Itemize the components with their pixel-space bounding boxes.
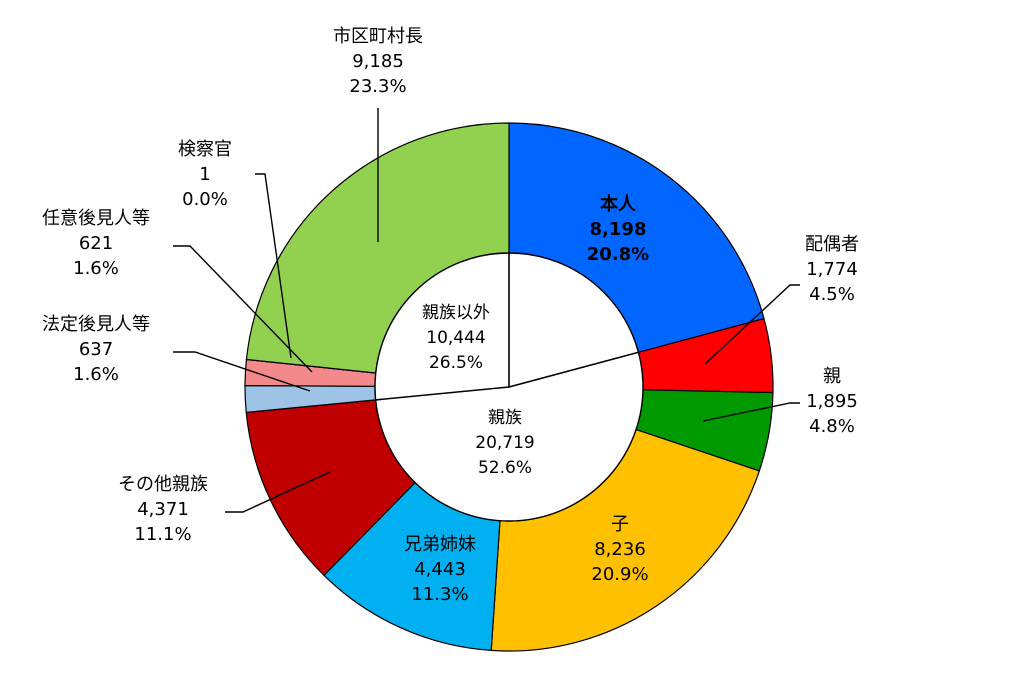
inner-divider-2 [508,351,639,388]
label-4-line-2: 8,236 [594,539,646,560]
label-1-line-3: 20.8% [587,244,649,265]
leader-9 [255,173,292,359]
inner-label-2: 親族 20,719 52.6% [475,408,534,478]
label-9: 検察官 1 0.0% [178,139,232,210]
label-3-line-2: 1,895 [806,391,858,412]
label-6-line-3: 11.1% [134,524,191,545]
inner-label-2-line-1: 親族 [488,408,522,428]
leader-lines [173,108,800,513]
leader-7 [173,351,311,392]
label-10-line-1: 市区町村長 [333,26,423,47]
label-9-line-3: 0.0% [182,189,228,210]
label-10: 市区町村長 9,185 23.3% [333,26,423,97]
label-9-line-2: 1 [199,164,210,185]
label-3-line-1: 親 [823,366,841,387]
label-5-line-2: 4,443 [414,559,466,580]
inner-label-1: 親族以外 10,444 26.5% [422,303,490,373]
label-4-line-3: 20.9% [591,564,648,585]
label-1-line-2: 8,198 [590,219,647,240]
label-4-line-1: 子 [611,514,629,535]
inner-circle [374,252,644,522]
leader-2 [704,284,800,365]
label-8: 任意後見人等 621 1.6% [42,208,150,279]
label-2-line-2: 1,774 [806,259,858,280]
label-5-line-1: 兄弟姉妹 [404,534,476,555]
label-7-line-1: 法定後見人等 [42,314,150,335]
label-3: 親 1,895 4.8% [806,366,858,437]
label-8-line-1: 任意後見人等 [42,208,150,229]
label-6-line-2: 4,371 [137,499,189,520]
label-1-line-1: 本人 [600,193,637,215]
label-5-line-3: 11.3% [411,584,468,605]
label-5: 兄弟姉妹 4,443 11.3% [404,534,476,605]
label-6-line-1: その他親族 [118,474,208,495]
label-2-line-3: 4.5% [809,284,855,305]
label-10-line-3: 23.3% [349,76,406,97]
inner-label-2-line-2: 20,719 [475,433,534,453]
label-2-line-1: 配偶者 [805,234,859,255]
label-1: 本人 8,198 20.8% [587,193,649,265]
inner-label-1-line-2: 10,444 [426,328,485,348]
label-9-line-1: 検察官 [178,139,232,160]
label-6: その他親族 4,371 11.1% [118,474,208,545]
label-2: 配偶者 1,774 4.5% [805,234,859,305]
label-7-line-3: 1.6% [73,364,119,385]
data-labels: 本人 8,198 20.8% 配偶者 1,774 4.5% 親 1,895 4.8% 子 8,236… [42,26,859,605]
inner-label-1-line-3: 26.5% [429,353,483,373]
label-3-line-3: 4.8% [809,416,855,437]
inner-label-2-line-3: 52.6% [478,458,532,478]
label-4: 子 8,236 20.9% [591,514,648,585]
label-8-line-2: 621 [79,233,113,254]
leader-8 [173,245,313,373]
leader-3 [702,402,800,422]
label-8-line-3: 1.6% [73,258,119,279]
leader-6 [225,471,331,513]
inner-label-1-line-1: 親族以外 [422,303,490,323]
label-7-line-2: 637 [79,339,113,360]
label-7: 法定後見人等 637 1.6% [42,314,150,385]
inner-divider-3 [375,386,510,401]
label-10-line-2: 9,185 [352,51,404,72]
ring-segments [244,122,774,652]
